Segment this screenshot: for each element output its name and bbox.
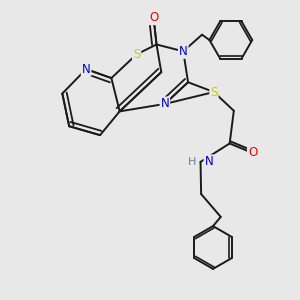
Text: N: N xyxy=(179,45,188,58)
Text: S: S xyxy=(133,48,140,61)
Text: H: H xyxy=(188,157,196,167)
Text: S: S xyxy=(210,85,218,98)
Text: O: O xyxy=(149,11,158,24)
Text: N: N xyxy=(82,63,91,76)
Text: O: O xyxy=(248,146,257,160)
Text: N: N xyxy=(160,98,169,110)
Text: N: N xyxy=(205,155,213,168)
